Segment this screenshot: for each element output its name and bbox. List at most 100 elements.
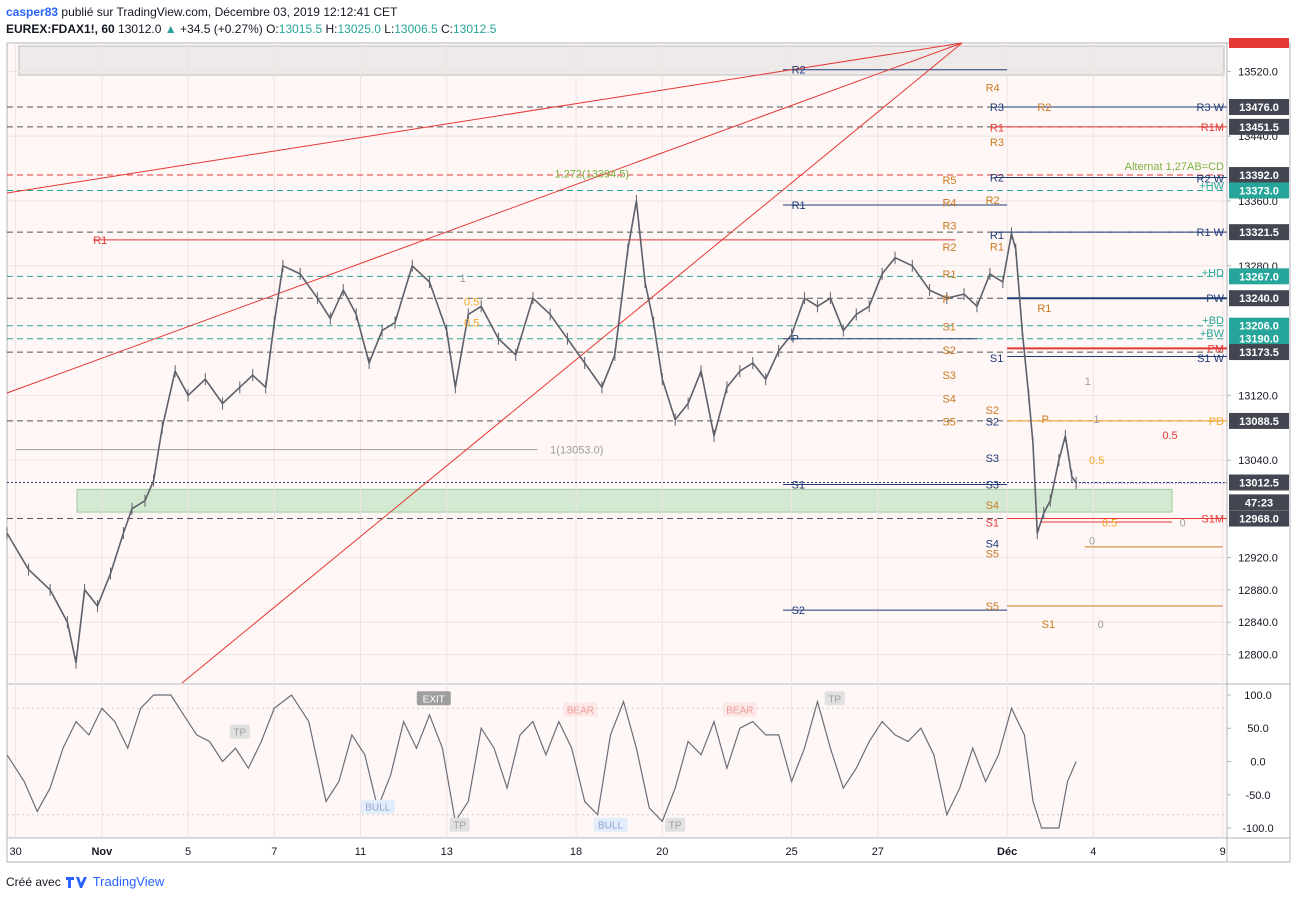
price-axis[interactable]: 13520.013440.013360.013280.013120.013040… [1227,38,1289,662]
chart-label: S2 [792,605,805,617]
symbol-name[interactable]: EUREX:FDAX1!, 60 [6,22,115,36]
chart-label: R3 [990,102,1004,114]
x-tick-label: 7 [271,846,277,858]
x-tick-label: 11 [355,846,366,858]
chart-label: 0 [1180,518,1186,530]
trend-lines[interactable] [6,42,1172,684]
chart-label: P [1042,414,1049,426]
chart-label: 1.272(13394.5) [554,168,629,180]
high-value: 13025.0 [337,22,381,36]
trend-line [181,42,963,684]
x-tick-label: 9 [1220,846,1226,858]
chart-frame [6,42,1291,863]
zones [18,45,1225,513]
level-label: +HW [1199,181,1224,193]
chart-background [6,42,1291,863]
chart-label: S2 [986,416,999,428]
signal-badge [665,817,686,832]
chart-label: 0.5 [1162,430,1177,442]
price-badge-label: 13267.0 [1239,271,1279,283]
level-label: PW [1206,293,1224,305]
level-label: R3 W [1197,102,1225,114]
signal-label: BULL [365,803,390,814]
chart-label: 0.5 [464,296,479,308]
chart-label: R5 [942,175,956,187]
chart-label: S2 [942,345,955,357]
price-badge-label: 13240.0 [1239,293,1279,305]
signal-label: BULL [598,821,623,832]
chart-label: S5 [986,548,999,560]
price-badge [1229,167,1289,184]
chart-label: S1 [942,322,955,334]
level-label: PD [1209,416,1224,428]
price-badge-label: 13173.5 [1239,347,1279,359]
price-badge [1229,494,1289,511]
resistance-zone [18,45,1225,76]
price-badge [1229,290,1289,307]
level-label: S1M [1201,514,1224,526]
signal-badge [416,691,451,706]
publication-header: casper83 publié sur TradingView.com, Déc… [6,5,397,19]
price-badge [1229,268,1289,285]
signal-label: TP [828,694,841,705]
level-label: +BW [1200,328,1225,340]
chart-label: 0.5 [1102,518,1117,530]
chart-label: S2 [986,405,999,417]
author-name[interactable]: casper83 [6,5,59,19]
chart-label: R1 [93,235,107,247]
price-pane-background [7,43,1227,683]
chart-label: R1 [990,230,1004,242]
chart-label: R4 [986,83,1000,95]
close-value: 13012.5 [452,22,497,36]
chart-label: R1 [990,241,1004,253]
signal-label: TP [453,821,466,832]
chart-label: S5 [986,601,999,613]
chart-label: 1 [1085,376,1091,388]
price-badge-label: 13392.0 [1239,170,1279,182]
oscillator-pane-background [7,685,1227,838]
grid [7,43,1227,838]
signal-badge [563,702,598,717]
chart-label: S1 [792,480,805,492]
chart-label: P [942,294,949,306]
chart-label: R2 [986,195,1000,207]
trend-line [6,42,963,194]
chart-label: S3 [986,480,999,492]
y-tick-label: 13520.0 [1238,66,1278,78]
chart-label: R4 [942,198,956,210]
symbol-header: EUREX:FDAX1!, 60 13012.0 ▲ +34.5 (+0.27%… [6,22,496,36]
chart-label: 1(13053.0) [550,445,603,457]
price-badge [1229,510,1289,527]
y-tick-label: 12840.0 [1238,617,1278,629]
time-axis[interactable]: 30 Nov 5 7 11 13 18 20 25 27 Déc 4 9 [9,846,1225,858]
tradingview-brand[interactable]: TradingView [92,874,165,889]
chart-label: R3 [942,220,956,232]
chart-labels: R2 R1 1(13053.0) 1.272(13394.5) R1 P S1 S2 1 0.5 0… [93,65,1224,631]
price-badge-label: 13206.0 [1239,321,1279,333]
chart-label: R1 [990,122,1004,134]
low-label: L: [384,22,395,36]
price-badge [1229,344,1289,361]
tradingview-logo-icon[interactable] [65,875,89,889]
x-tick-label: 20 [656,846,668,858]
price-badge [1229,182,1289,199]
made-with-text: Créé avec [6,874,61,889]
last-price: 13012.0 [118,22,162,36]
price-badge [1229,118,1289,135]
chart-label: R1 [1037,303,1051,315]
signal-badge [449,817,470,832]
price-badge-label: 13451.5 [1239,122,1279,134]
chart-label: S1 [986,518,999,530]
price-badge-label: 13012.5 [1239,477,1279,489]
x-tick-label: 13 [441,846,453,858]
chart-label: 1 [460,273,466,285]
osc-tick-label: 0.0 [1250,757,1265,769]
chart-label: 1 [1093,414,1099,426]
price-line [6,200,1077,664]
x-tick-label: 5 [185,846,191,858]
price-badge-label: 13476.0 [1239,102,1279,114]
open-value: 13015.5 [278,22,323,36]
chart-label: P [792,334,799,346]
low-value: 13006.5 [394,22,438,36]
